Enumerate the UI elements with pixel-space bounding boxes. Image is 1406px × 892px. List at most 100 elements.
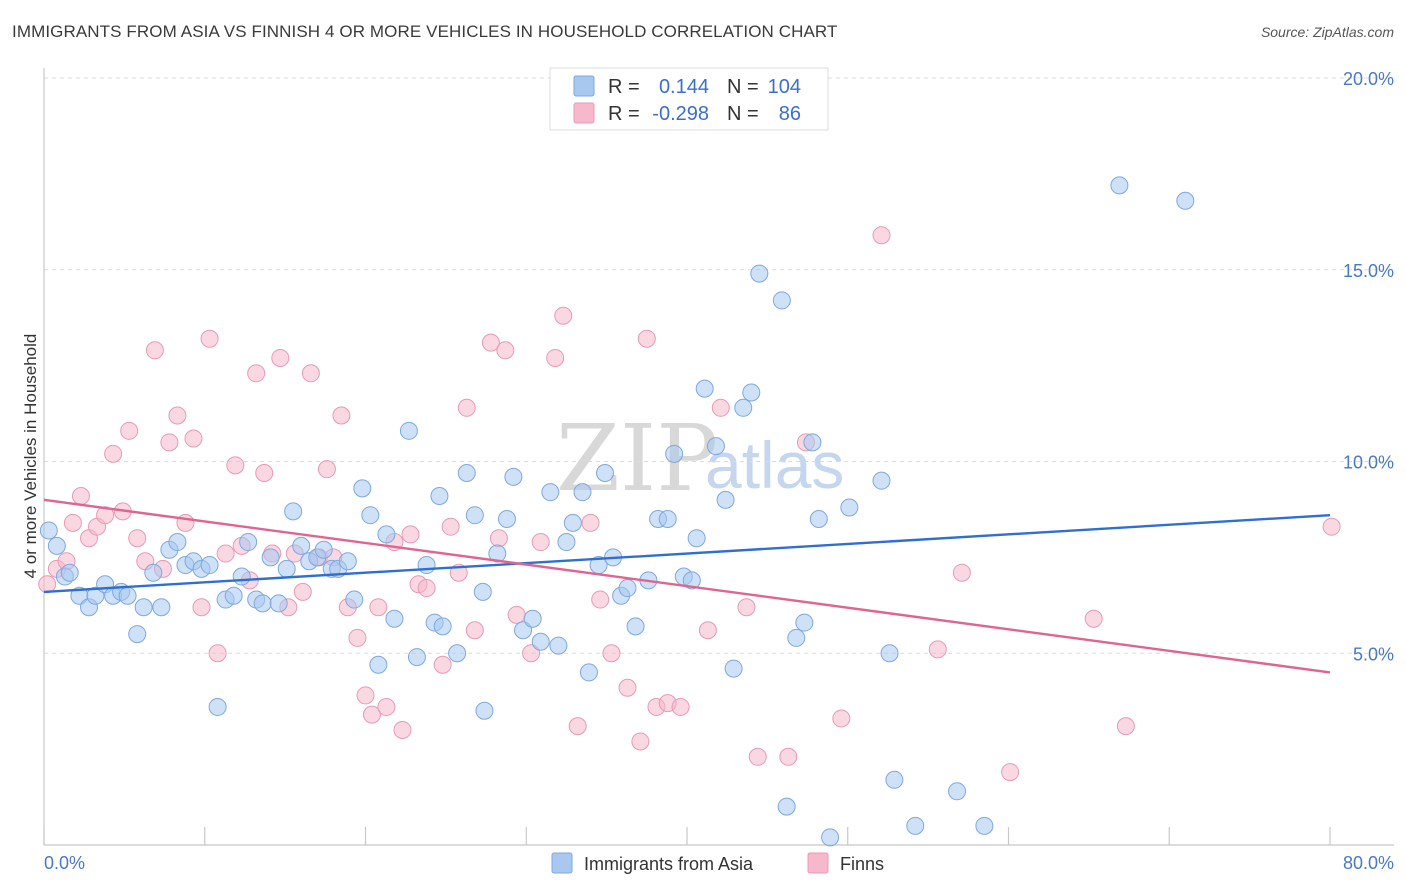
asia-point (144, 563, 163, 582)
watermark-atlas: atlas (705, 428, 844, 502)
asia-point (716, 490, 735, 509)
asia-point (152, 598, 171, 617)
y-tick-label: 5.0% (1353, 644, 1394, 664)
finns-point (481, 333, 500, 352)
legend-r-value-asia: 0.144 (659, 76, 709, 98)
asia-point (314, 540, 333, 559)
asia-point (504, 467, 523, 486)
finns-point (271, 348, 290, 367)
finns-point (369, 598, 388, 617)
finns-point (522, 644, 541, 663)
legend-n-label-finns: N = (727, 103, 759, 125)
asia-point (880, 644, 899, 663)
finns-point (184, 429, 203, 448)
finns-point (952, 563, 971, 582)
asia-point (345, 590, 364, 609)
asia-point (777, 797, 796, 816)
asia-point (338, 552, 357, 571)
finns-point (568, 717, 587, 736)
finns-point (618, 678, 637, 697)
finns-point (216, 544, 235, 563)
asia-point (724, 659, 743, 678)
finns-point (332, 406, 351, 425)
asia-point (658, 510, 677, 529)
asia-point (369, 655, 388, 674)
finns-point (393, 720, 412, 739)
finns-point (317, 460, 336, 479)
asia-point (579, 663, 598, 682)
finns-point (671, 697, 690, 716)
asia-point (60, 563, 79, 582)
asia-point (385, 609, 404, 628)
finns-point (637, 329, 656, 348)
legend-n-value-asia: 104 (768, 76, 801, 98)
finns-point (832, 709, 851, 728)
legend-swatch-asia (573, 75, 595, 97)
finns-point (120, 421, 139, 440)
asia-point (872, 471, 891, 490)
asia-point (563, 513, 582, 532)
asia-point (473, 582, 492, 601)
finns-point (168, 406, 187, 425)
finns-point (711, 398, 730, 417)
asia-point (377, 525, 396, 544)
asia-point (277, 559, 296, 578)
finns-point (71, 487, 90, 506)
asia-point (465, 506, 484, 525)
finns-point (1084, 609, 1103, 628)
finns-point (301, 364, 320, 383)
y-tick-label: 10.0% (1343, 453, 1394, 473)
y-tick-label: 15.0% (1343, 261, 1394, 281)
finns-point (200, 329, 219, 348)
asia-point (706, 437, 725, 456)
trend-line-asia (43, 513, 1331, 594)
finns-point (698, 621, 717, 640)
legend-r-label-finns: R = (608, 103, 640, 125)
asia-point (531, 632, 550, 651)
asia-point (118, 586, 137, 605)
asia-point (573, 483, 592, 502)
asia-point (665, 444, 684, 463)
finns-point (293, 582, 312, 601)
finns-point (128, 529, 147, 548)
finns-point (581, 513, 600, 532)
finns-point (531, 533, 550, 552)
finns-point (96, 506, 115, 525)
finns-point (928, 640, 947, 659)
finns-point (417, 579, 436, 598)
asia-point (200, 556, 219, 575)
finns-point (208, 644, 227, 663)
finns-point (247, 364, 266, 383)
legend-box (549, 67, 829, 131)
finns-point (226, 456, 245, 475)
asia-point (86, 586, 105, 605)
asia-point (682, 571, 701, 590)
asia-point (399, 421, 418, 440)
asia-point (541, 483, 560, 502)
asia-point (417, 556, 436, 575)
legend-n-value-finns: 86 (779, 103, 801, 125)
asia-point (232, 567, 251, 586)
legend-label-finns: Finns (840, 854, 884, 874)
trend-line-finns (43, 498, 1331, 674)
asia-point (488, 544, 507, 563)
finns-point (356, 686, 375, 705)
asia-point (975, 816, 994, 835)
asia-point (906, 816, 925, 835)
finns-point (104, 444, 123, 463)
asia-point (742, 383, 761, 402)
finns-point (748, 747, 767, 766)
asia-point (557, 533, 576, 552)
asia-point (687, 529, 706, 548)
finns-point (737, 598, 756, 617)
asia-point (407, 648, 426, 667)
finns-point (602, 644, 621, 663)
x-tick-label-min: 0.0% (44, 853, 85, 873)
finns-point (145, 341, 164, 360)
finns-point (160, 433, 179, 452)
asia-point (809, 510, 828, 529)
asia-point (772, 291, 791, 310)
finns-point (441, 517, 460, 536)
asia-point (549, 636, 568, 655)
